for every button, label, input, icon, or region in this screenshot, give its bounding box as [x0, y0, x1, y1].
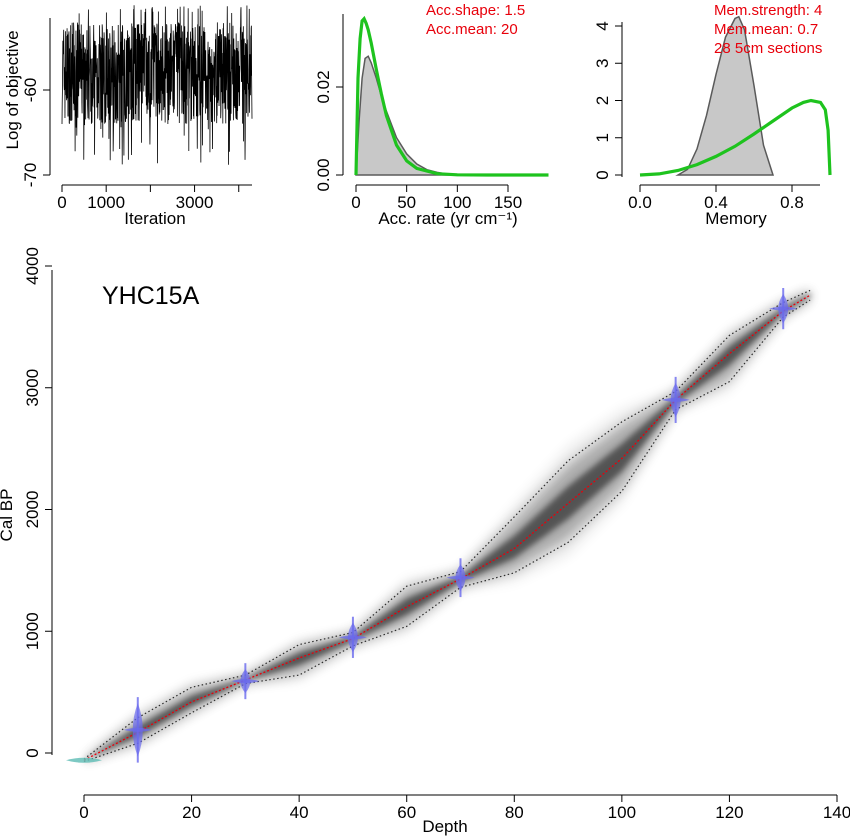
iterations-y-tick-label: -70 — [21, 163, 40, 188]
accumulation-y-tick-label: 0.02 — [314, 70, 333, 103]
age-depth-x-tick-label: 0 — [79, 803, 88, 822]
radiocarbon-date — [123, 697, 152, 763]
radiocarbon-date — [446, 558, 475, 598]
surface-date-shape — [66, 757, 102, 763]
radiocarbon-date — [769, 288, 798, 330]
accumulation-y-tick-label: 0.00 — [314, 158, 333, 191]
memory-y-tick-label: 3 — [593, 59, 612, 68]
memory-y-tick-label: 1 — [593, 133, 612, 142]
mem-mean-annotation: Mem.mean: 0.7 — [714, 21, 818, 38]
age-depth-x-tick-label: 80 — [505, 803, 524, 822]
age-depth-x-label: Depth — [422, 817, 467, 836]
accumulation-posterior-area — [355, 55, 468, 176]
iterations-y-label: Log of objective — [3, 30, 22, 149]
mem-sections-annotation: 28 5cm sections — [714, 40, 822, 57]
uncertainty-band — [84, 290, 811, 762]
age-range-min-line — [83, 299, 811, 763]
accumulation-x-tick-label: 50 — [397, 193, 416, 212]
uncertainty-haze — [84, 288, 811, 762]
memory-x-tick-label: 0.0 — [628, 193, 652, 212]
radiocarbon-date — [338, 616, 367, 658]
memory-y-tick-label: 2 — [593, 96, 612, 105]
memory-x-ticks: 0.0 0.4 0.8 — [628, 185, 804, 212]
radiocarbon-date — [231, 663, 260, 700]
accumulation-x-ticks: 0 50 100 150 — [351, 185, 522, 212]
iteration-trace — [61, 5, 253, 165]
acc-mean-annotation: Acc.mean: 20 — [426, 21, 518, 38]
memory-y-ticks: 0 1 2 3 4 — [593, 21, 622, 180]
age-depth-x-tick-label: 60 — [397, 803, 416, 822]
age-depth-x-tick-label: 20 — [182, 803, 201, 822]
core-title: YHC15A — [102, 282, 200, 310]
radiocarbon-date — [661, 376, 690, 423]
iterations-x-ticks: 0 1000 3000 — [57, 185, 240, 212]
accumulation-x-tick-label: 100 — [443, 193, 471, 212]
mem-strength-annotation: Mem.strength: 4 — [714, 2, 822, 19]
age-depth-y-ticks: 0 1000 2000 3000 4000 — [23, 247, 52, 758]
memory-x-label: Memory — [705, 209, 767, 228]
accumulation-rate-panel: 0 50 100 150 0.00 0.02 Acc. rate (yr cm⁻¹) A… — [314, 2, 549, 228]
age-depth-x-tick-label: 120 — [715, 803, 743, 822]
iterations-y-tick-label: -60 — [21, 78, 40, 103]
accumulation-x-label: Acc. rate (yr cm⁻¹) — [378, 209, 517, 228]
age-depth-y-label: Cal BP — [0, 489, 16, 542]
age-depth-y-tick-label: 3000 — [23, 369, 42, 407]
iterations-x-label: Iteration — [124, 209, 185, 228]
age-depth-x-tick-label: 140 — [823, 803, 850, 822]
iteration-trace-line — [61, 5, 253, 165]
memory-panel: 0.0 0.4 0.8 0 1 2 3 4 Memory Mem.strength: 4 M… — [593, 2, 832, 228]
accumulation-y-ticks: 0.00 0.02 — [314, 70, 343, 192]
iterations-x-tick-label: 1000 — [87, 193, 125, 212]
age-depth-y-tick-label: 2000 — [23, 491, 42, 529]
memory-x-tick-label: 0.4 — [704, 193, 728, 212]
memory-y-tick-label: 0 — [593, 170, 612, 179]
mean-age-model-line — [83, 294, 811, 761]
age-depth-y-tick-label: 4000 — [23, 247, 42, 285]
age-depth-x-tick-label: 100 — [608, 803, 636, 822]
age-depth-panel: 0 20 40 60 80 100 120 140 0 1000 2000 3000 4000 Dep… — [0, 247, 850, 836]
accumulation-prior-line — [354, 15, 549, 177]
memory-y-tick-label: 4 — [593, 21, 612, 30]
age-depth-x-tick-label: 40 — [290, 803, 309, 822]
surface-date — [66, 757, 102, 763]
accumulation-x-tick-label: 0 — [351, 193, 360, 212]
memory-x-tick-label: 0.8 — [780, 193, 804, 212]
age-depth-plot-area — [66, 288, 811, 763]
iterations-y-ticks: -70 -60 — [21, 78, 50, 188]
age-depth-y-tick-label: 1000 — [23, 612, 42, 650]
dated-samples — [66, 288, 798, 763]
memory-prior-line — [639, 98, 832, 177]
age-depth-y-tick-label: 0 — [23, 748, 42, 757]
acc-shape-annotation: Acc.shape: 1.5 — [426, 2, 525, 19]
age-depth-x-ticks: 0 20 40 60 80 100 120 140 — [79, 795, 850, 822]
iterations-x-tick-label: 3000 — [176, 193, 214, 212]
iterations-panel: 0 1000 3000 -70 -60 Iteration Log of object… — [3, 5, 253, 228]
iterations-x-tick-label: 0 — [57, 193, 66, 212]
accumulation-x-tick-label: 150 — [494, 193, 522, 212]
